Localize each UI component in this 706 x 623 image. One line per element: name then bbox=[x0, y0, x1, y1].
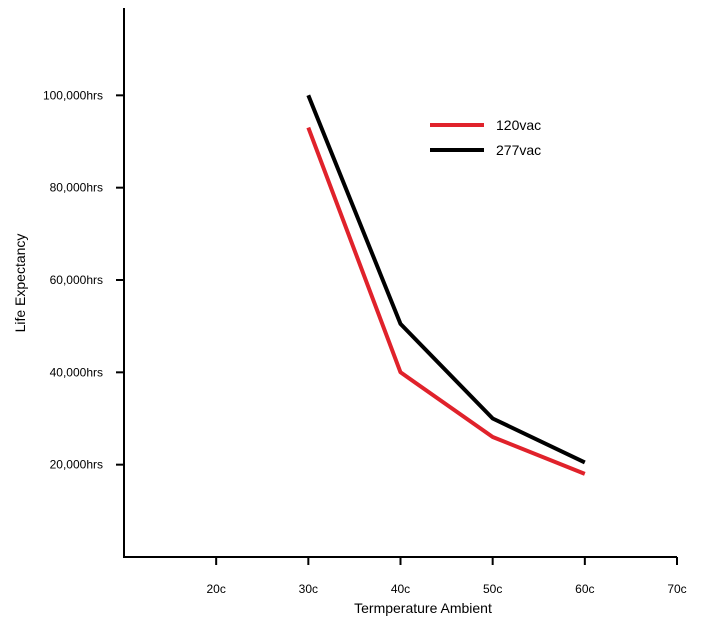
y-tick-label: 60,000hrs bbox=[50, 273, 103, 287]
y-axis-title: Life Expectancy bbox=[12, 234, 28, 333]
y-axis-ticks: 20,000hrs 40,000hrs 60,000hrs 80,000hrs 100,… bbox=[43, 88, 124, 472]
x-tick-label: 20c bbox=[206, 582, 225, 596]
y-tick-label: 80,000hrs bbox=[50, 181, 103, 195]
x-tick-label: 30c bbox=[299, 582, 318, 596]
x-tick-label: 50c bbox=[483, 582, 502, 596]
series-line-120vac bbox=[306, 126, 586, 476]
x-tick-label: 70c bbox=[667, 582, 686, 596]
series-lines bbox=[306, 94, 586, 476]
x-tick-label: 40c bbox=[391, 582, 410, 596]
legend-label-120vac: 120vac bbox=[496, 117, 541, 133]
x-axis-title: Termperature Ambient bbox=[354, 600, 492, 616]
x-axis-ticks: 20c 30c 40c 50c 60c 70c bbox=[206, 557, 687, 596]
y-tick-label: 40,000hrs bbox=[50, 365, 103, 379]
y-tick-label: 20,000hrs bbox=[50, 458, 103, 472]
legend: 120vac 277vac bbox=[430, 117, 541, 158]
x-tick-label: 60c bbox=[575, 582, 594, 596]
series-line-277vac bbox=[306, 94, 586, 465]
legend-label-277vac: 277vac bbox=[496, 142, 541, 158]
y-tick-label: 100,000hrs bbox=[43, 88, 103, 102]
